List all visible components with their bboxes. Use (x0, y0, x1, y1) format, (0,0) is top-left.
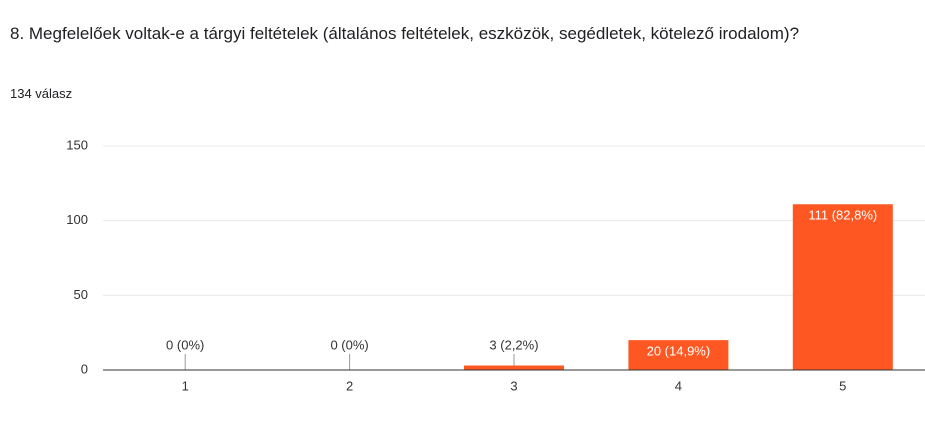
bar (792, 204, 893, 370)
y-tick-label: 50 (74, 287, 88, 302)
y-tick-label: 150 (66, 137, 88, 152)
x-tick-label: 5 (839, 378, 846, 393)
data-label: 3 (2,2%) (489, 337, 538, 352)
x-tick-label: 1 (182, 378, 189, 393)
chart-title: 8. Megfelelőek voltak-e a tárgyi feltéte… (10, 24, 800, 43)
bar (464, 365, 564, 370)
x-tick-label: 3 (510, 378, 517, 393)
x-tick-label: 4 (675, 378, 682, 393)
data-label: 20 (14,9%) (647, 344, 711, 359)
y-tick-label: 100 (66, 212, 88, 227)
bar (628, 340, 729, 370)
y-tick-label: 0 (81, 361, 88, 376)
x-tick-label: 2 (346, 378, 353, 393)
chart-subtitle: 134 válasz (10, 86, 73, 101)
data-label: 111 (82,8%) (808, 208, 877, 223)
data-label: 0 (0%) (330, 337, 368, 352)
data-label: 0 (0%) (166, 337, 204, 352)
